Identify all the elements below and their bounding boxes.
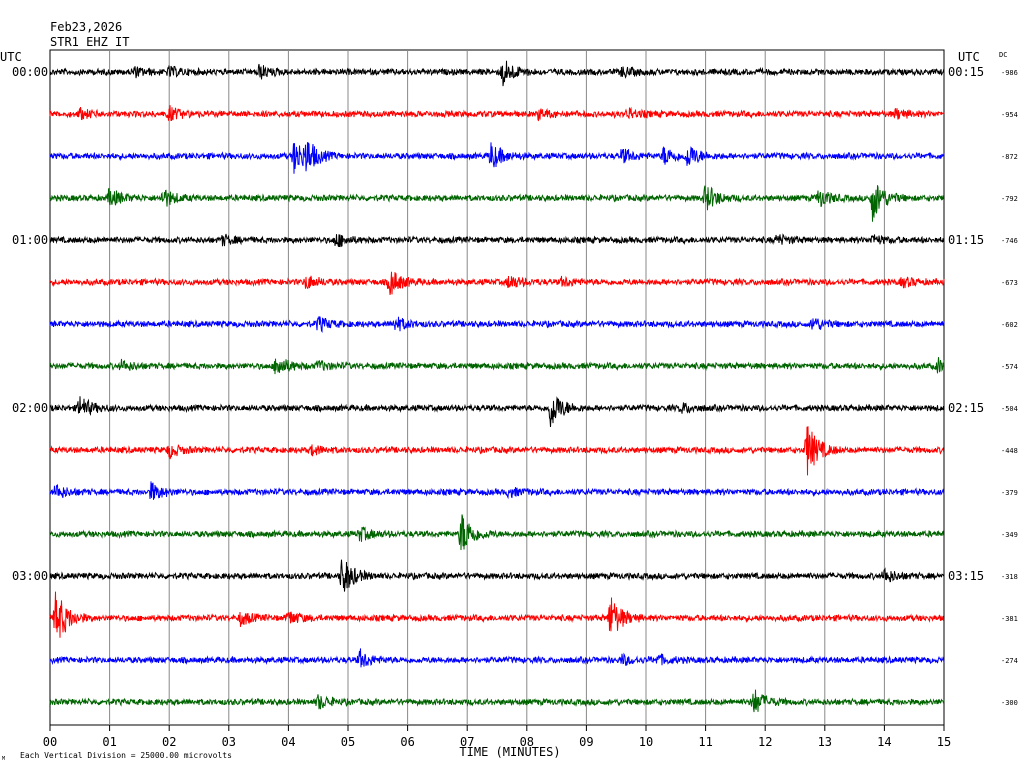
dc-offset-label: -448 (1001, 447, 1018, 455)
x-tick-label: 10 (639, 735, 653, 749)
right-time-label: 02:15 (948, 401, 984, 415)
dc-offset-label: -746 (1001, 237, 1018, 245)
trace-line (49, 689, 945, 713)
trace-line (49, 271, 945, 295)
x-tick-label: 15 (937, 735, 951, 749)
dc-offset-label: -381 (1001, 615, 1018, 623)
x-tick-label: 08 (520, 735, 534, 749)
right-time-labels: 00:15 01:15 02:15 03:15 (948, 65, 984, 583)
trace-line (49, 142, 945, 174)
x-tick-label: 13 (818, 735, 832, 749)
plot-border (49, 49, 945, 726)
trace-lines (49, 60, 945, 713)
x-tick-label: 05 (341, 735, 355, 749)
right-time-label: 00:15 (948, 65, 984, 79)
dc-offset-label: -602 (1001, 321, 1018, 329)
station-label: STR1 EHZ IT (50, 35, 129, 49)
x-tick-label: 11 (698, 735, 712, 749)
dc-offset-label: -318 (1001, 573, 1018, 581)
trace-line (49, 514, 945, 551)
dc-offset-label: -986 (1001, 69, 1018, 77)
trace-line (49, 357, 945, 375)
dc-offset-labels: -986 -954 -872 -792 -746 -673 -602 -574 -504 -448… (1001, 69, 1018, 707)
x-axis-ticks: 00 01 02 03 04 05 06 07 08 09 10 11 12 13 14 15 (43, 725, 951, 749)
trace-line (49, 426, 945, 476)
trace-line (50, 396, 945, 428)
x-tick-label: 01 (102, 735, 116, 749)
dc-offset-label: -954 (1001, 111, 1018, 119)
corner-mark: M (2, 756, 5, 762)
trace-line (49, 105, 945, 122)
dc-offset-label: -504 (1001, 405, 1018, 413)
trace-line (49, 60, 945, 87)
utc-left-label: UTC (0, 50, 22, 64)
x-axis-label: TIME (MINUTES) (459, 745, 560, 759)
x-tick-label: 09 (579, 735, 593, 749)
x-tick-label: 06 (400, 735, 414, 749)
dc-offset-label: -274 (1001, 657, 1018, 665)
trace-line (49, 591, 945, 638)
trace-line (49, 559, 945, 592)
dc-offset-label: -349 (1001, 531, 1018, 539)
x-tick-label: 00 (43, 735, 57, 749)
left-time-label: 01:00 (12, 233, 48, 247)
right-time-label: 01:15 (948, 233, 984, 247)
left-time-label: 00:00 (12, 65, 48, 79)
dc-offset-label: -872 (1001, 153, 1018, 161)
x-tick-label: 14 (877, 735, 891, 749)
trace-line (49, 481, 945, 500)
x-tick-label: 12 (758, 735, 772, 749)
trace-line (49, 185, 945, 222)
dc-offset-label: -792 (1001, 195, 1018, 203)
left-time-label: 02:00 (12, 401, 48, 415)
vertical-gridlines (109, 50, 885, 725)
left-time-label: 03:00 (12, 569, 48, 583)
right-time-label: 03:15 (948, 569, 984, 583)
left-time-labels: 00:00 01:00 02:00 03:00 (12, 65, 48, 583)
utc-right-label: UTC (958, 50, 980, 64)
dc-offset-label: -673 (1001, 279, 1018, 287)
trace-line (49, 233, 945, 248)
x-tick-label: 03 (222, 735, 236, 749)
dc-offset-label: -574 (1001, 363, 1018, 371)
plot-frame (49, 49, 945, 726)
dc-offset-label: -300 (1001, 699, 1018, 707)
x-tick-label: 04 (281, 735, 295, 749)
trace-line (49, 648, 945, 668)
trace-line (49, 316, 945, 333)
scale-footer: Each Vertical Division = 25000.00 microv… (20, 751, 232, 760)
date-label: Feb23,2026 (50, 20, 122, 34)
dc-offset-label: -379 (1001, 489, 1018, 497)
x-tick-label: 07 (460, 735, 474, 749)
x-tick-label: 02 (162, 735, 176, 749)
dc-label: DC (999, 51, 1007, 59)
